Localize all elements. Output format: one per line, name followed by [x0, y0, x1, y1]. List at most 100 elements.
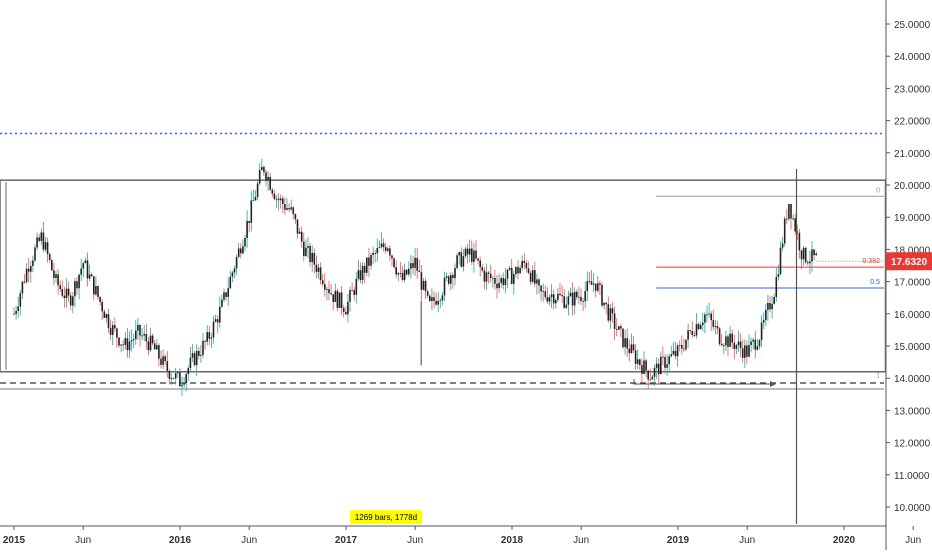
- candle-body: [288, 208, 290, 210]
- candle-body: [664, 356, 666, 368]
- candle-body: [464, 248, 467, 257]
- candle-body: [760, 322, 763, 341]
- candle-body: [214, 319, 217, 322]
- candle-body: [76, 281, 78, 289]
- candle-body: [729, 333, 731, 347]
- candle-body: [563, 296, 565, 308]
- candle-body: [804, 247, 807, 263]
- candle-body: [502, 278, 505, 286]
- candle-body: [208, 332, 211, 339]
- candle-body: [69, 295, 72, 306]
- candle-body: [678, 345, 681, 346]
- candle-body: [601, 284, 603, 306]
- candle-body: [714, 326, 717, 327]
- candle-body: [309, 246, 311, 263]
- candle-body: [384, 247, 387, 251]
- range-rectangle[interactable]: [0, 179, 887, 373]
- candle-body: [271, 189, 274, 194]
- candle-body: [594, 283, 597, 291]
- candle-body: [485, 272, 488, 282]
- candle-body: [620, 326, 622, 329]
- candle-body: [681, 345, 683, 349]
- candle-body: [615, 328, 618, 330]
- candle-body: [571, 292, 574, 306]
- candle-body: [202, 340, 204, 356]
- candle-body: [149, 335, 152, 351]
- x-tick-label: Jun: [407, 535, 423, 546]
- candle-body: [544, 291, 547, 298]
- candle-body: [582, 300, 584, 302]
- candle-body: [111, 325, 114, 335]
- candle-body: [351, 290, 353, 291]
- candle-body: [802, 247, 805, 260]
- candle-body: [405, 269, 408, 275]
- candle-body: [697, 324, 700, 329]
- candle-body: [424, 280, 427, 292]
- candle-body: [168, 371, 171, 379]
- candle-body: [277, 198, 280, 201]
- candle-body: [355, 278, 358, 295]
- candle-body: [645, 360, 647, 371]
- candle-body: [431, 297, 433, 301]
- candle-body: [603, 302, 605, 306]
- candle-body: [391, 255, 393, 259]
- x-tick-label: 2015: [3, 535, 26, 546]
- candle-body: [275, 198, 278, 200]
- candle-body: [195, 350, 198, 366]
- candle-body: [23, 281, 26, 283]
- candle-body: [174, 373, 177, 379]
- candle-body: [437, 301, 439, 305]
- candle-body: [290, 207, 292, 210]
- y-tick-label: 13.0000: [894, 406, 931, 417]
- candle-body: [120, 344, 122, 346]
- candle-body: [147, 341, 150, 351]
- candle-body: [565, 304, 568, 308]
- candle-body: [126, 338, 129, 351]
- candle-body: [395, 267, 397, 275]
- candle-body: [475, 250, 477, 259]
- y-tick-label: 24.0000: [894, 52, 931, 63]
- candle-body: [689, 330, 691, 331]
- candle-body: [695, 324, 698, 336]
- candle-body: [790, 204, 792, 219]
- candles-group: [13, 158, 817, 396]
- x-tick-label: Jun: [75, 535, 91, 546]
- candle-body: [800, 250, 803, 260]
- candle-body: [756, 346, 759, 350]
- candle-body: [248, 220, 250, 223]
- candle-body: [723, 345, 725, 347]
- candle-body: [382, 243, 385, 248]
- candle-body: [233, 268, 236, 273]
- candle-body: [796, 231, 799, 233]
- candle-body: [450, 275, 452, 284]
- candle-body: [340, 292, 343, 309]
- candle-body: [433, 297, 435, 301]
- current-price-tag[interactable]: [886, 252, 932, 271]
- candle-body: [294, 214, 297, 220]
- candle-body: [748, 344, 750, 357]
- candle-body: [813, 249, 815, 256]
- candle-body: [515, 266, 517, 275]
- candle-body: [263, 166, 265, 173]
- candle-body: [523, 260, 526, 263]
- candle-body: [531, 270, 534, 282]
- candle-body: [61, 289, 64, 296]
- x-tick-label: Jun: [573, 535, 589, 546]
- candle-body: [632, 344, 635, 351]
- candle-body: [256, 183, 259, 197]
- x-tick-label: 2020: [833, 535, 856, 546]
- candle-body: [59, 285, 61, 290]
- candle-body: [235, 256, 238, 269]
- candle-body: [389, 248, 391, 256]
- candle-body: [347, 301, 349, 315]
- candle-body: [284, 204, 286, 210]
- candle-body: [546, 297, 549, 302]
- candle-body: [27, 268, 30, 272]
- candle-body: [82, 263, 85, 269]
- candle-body: [439, 300, 442, 302]
- candle-body: [630, 344, 633, 354]
- candle-body: [517, 266, 519, 274]
- candle-body: [718, 328, 721, 344]
